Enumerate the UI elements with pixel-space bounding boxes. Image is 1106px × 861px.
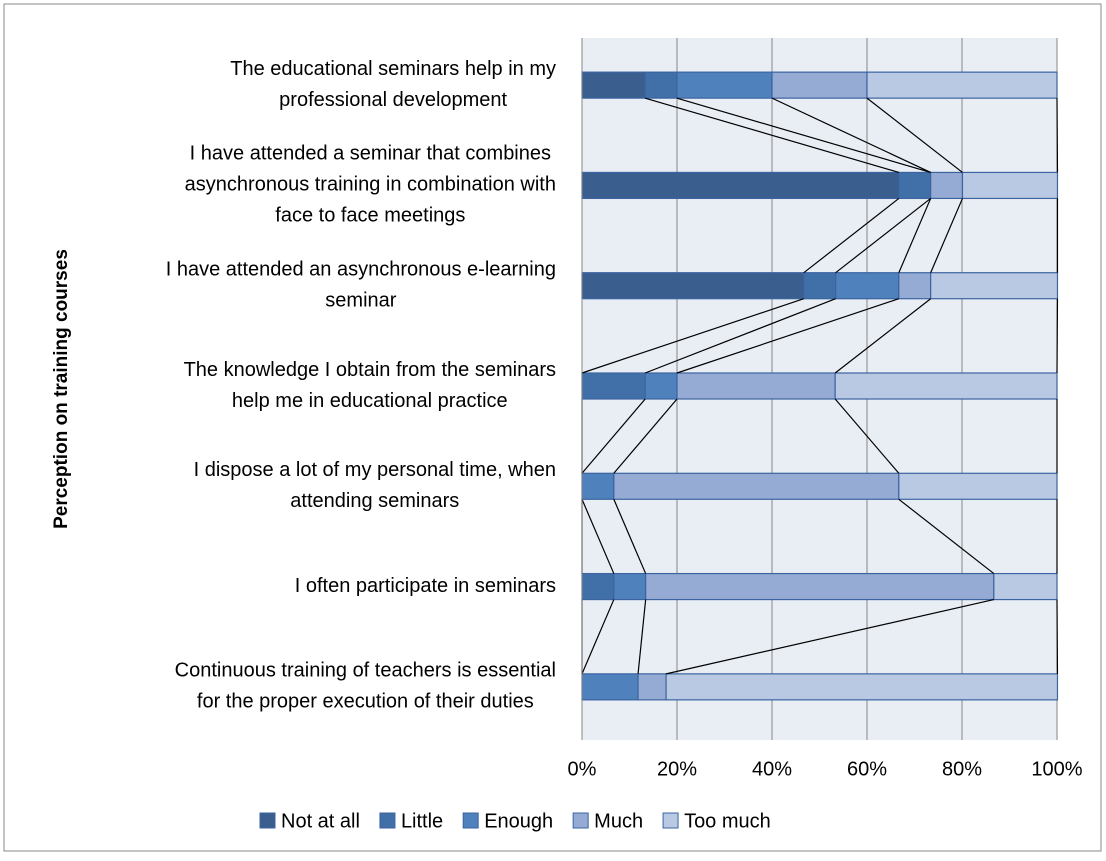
legend-swatch [573,813,588,828]
x-tick-label: 80% [942,758,982,780]
bar-segment [582,373,645,399]
bar-segment [677,72,772,98]
bar-segment [772,72,867,98]
bar-segment [645,72,677,98]
x-tick-label: 0% [568,758,597,780]
bar-segment [835,373,1057,399]
bar-segment [582,574,614,600]
legend-label: Enough [484,810,553,832]
category-label: attending seminars [290,490,459,512]
bar-segment [582,674,638,700]
category-label: Continuous training of teachers is essen… [175,660,556,682]
category-label: asynchronous training in combination wit… [185,174,556,196]
x-tick-label: 20% [657,758,697,780]
category-label: The knowledge I obtain from the seminars [184,359,556,381]
bar-segment [931,273,1058,299]
legend-label: Much [594,810,643,832]
category-label: The educational seminars help in my [230,58,556,80]
bar-segment [645,373,677,399]
x-tick-label: 60% [847,758,887,780]
category-label: I dispose a lot of my personal time, whe… [194,459,556,481]
bar-segment [677,373,835,399]
legend-label: Too much [684,810,771,832]
bar-segment [899,473,1057,499]
bar-segment [899,273,931,299]
category-label: seminar [325,289,396,311]
x-tick-label: 100% [1031,758,1082,780]
legend-swatch [380,813,395,828]
bar-segment [614,574,646,600]
bar-segment [582,172,899,198]
legend-swatch [663,813,678,828]
category-label: I have attended a seminar that combines [190,143,551,165]
legend-swatch [463,813,478,828]
category-label: professional development [279,89,507,111]
category-label: I have attended an asynchronous e-learni… [166,258,556,280]
bar-segment [646,574,994,600]
y-axis-label: Perception on training courses [51,249,72,529]
bar-segment [614,473,899,499]
bar-segment [804,273,836,299]
bar-segment [836,273,899,299]
category-label: help me in educational practice [232,390,508,412]
bar-segment [582,473,614,499]
legend-label: Little [401,810,443,832]
bar-segment [931,172,963,198]
category-label: for the proper execution of their duties [197,691,534,713]
category-label: face to face meetings [275,205,465,227]
bar-segment [962,172,1057,198]
category-label: I often participate in seminars [295,575,556,597]
bar-segment [994,574,1057,600]
legend-label: Not at all [281,810,360,832]
bar-segment [666,674,1057,700]
bar-segment [582,72,645,98]
bar-segment [582,273,804,299]
bar-segment [867,72,1057,98]
legend-swatch [260,813,275,828]
bar-segment [899,172,931,198]
x-tick-label: 40% [752,758,792,780]
bar-segment [638,674,666,700]
